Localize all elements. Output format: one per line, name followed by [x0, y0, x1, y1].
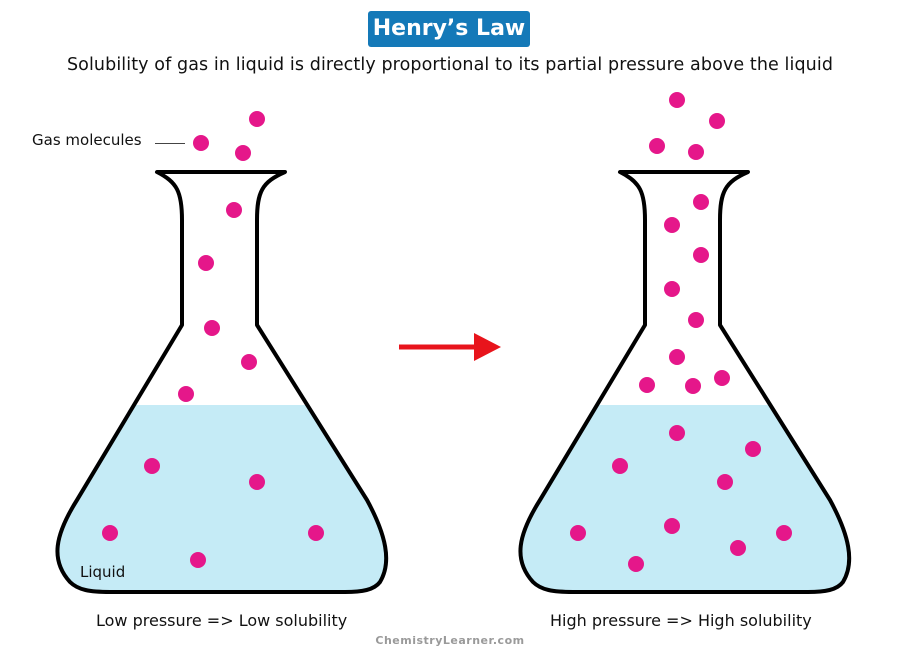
left-flask [55, 111, 389, 594]
gas-molecule [664, 217, 680, 233]
gas-molecule [193, 135, 209, 151]
gas-molecule [235, 145, 251, 161]
dissolved-molecule [144, 458, 160, 474]
liquid-label: Liquid [80, 563, 126, 581]
dissolved-molecule [628, 556, 644, 572]
dissolved-molecule [669, 425, 685, 441]
right-gas-molecules [639, 92, 730, 394]
gas-molecules-pointer-line [155, 143, 185, 144]
dissolved-molecule [249, 474, 265, 490]
dissolved-molecule [102, 525, 118, 541]
right-flask-outline [518, 170, 852, 594]
left-dissolved-molecules [102, 458, 324, 568]
gas-molecule [693, 247, 709, 263]
page-subtitle: Solubility of gas in liquid is directly … [66, 55, 834, 75]
page-title: Henry’s Law [368, 11, 530, 47]
dissolved-molecule [612, 458, 628, 474]
left-caption: Low pressure => Low solubility [96, 611, 348, 630]
gas-molecule [249, 111, 265, 127]
gas-molecule [226, 202, 242, 218]
dissolved-molecule [308, 525, 324, 541]
dissolved-molecule [190, 552, 206, 568]
gas-molecule [688, 312, 704, 328]
gas-molecule [685, 378, 701, 394]
dissolved-molecule [717, 474, 733, 490]
right-dissolved-molecules [570, 425, 792, 572]
gas-molecule [709, 113, 725, 129]
right-caption: High pressure => High solubility [550, 611, 812, 630]
gas-molecule [649, 138, 665, 154]
gas-molecule [664, 281, 680, 297]
dissolved-molecule [570, 525, 586, 541]
dissolved-molecule [664, 518, 680, 534]
gas-molecule [669, 92, 685, 108]
gas-molecule [688, 144, 704, 160]
gas-molecule [714, 370, 730, 386]
gas-molecule [198, 255, 214, 271]
gas-molecule [241, 354, 257, 370]
dissolved-molecule [776, 525, 792, 541]
right-flask [518, 92, 852, 594]
gas-molecule [669, 349, 685, 365]
gas-molecule [204, 320, 220, 336]
right-arrow-icon [399, 333, 501, 361]
dissolved-molecule [730, 540, 746, 556]
gas-molecule [178, 386, 194, 402]
left-flask-outline [55, 170, 389, 594]
dissolved-molecule [745, 441, 761, 457]
gas-molecule [639, 377, 655, 393]
left-gas-molecules [178, 111, 265, 402]
gas-molecule [693, 194, 709, 210]
gas-molecules-label: Gas molecules [32, 131, 142, 149]
credit-text: ChemistryLearner.com [375, 634, 525, 647]
